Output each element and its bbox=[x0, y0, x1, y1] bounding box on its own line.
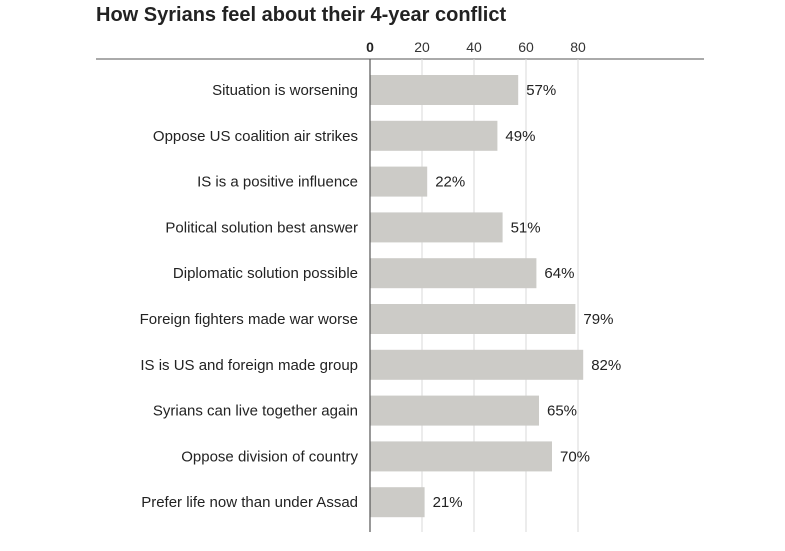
bar bbox=[370, 166, 428, 197]
category-label: Prefer life now than under Assad bbox=[141, 494, 358, 511]
x-tick-label: 80 bbox=[570, 39, 586, 55]
x-tick-label: 0 bbox=[366, 39, 374, 55]
bar bbox=[370, 120, 498, 151]
value-label: 49% bbox=[505, 128, 535, 145]
category-label: Oppose division of country bbox=[181, 448, 358, 465]
value-label: 65% bbox=[547, 403, 577, 420]
bar bbox=[370, 441, 552, 472]
value-label: 70% bbox=[560, 448, 590, 465]
value-label: 79% bbox=[583, 311, 613, 328]
value-label: 51% bbox=[511, 219, 541, 236]
value-label: 64% bbox=[544, 265, 574, 282]
category-label: IS is US and foreign made group bbox=[140, 357, 358, 374]
category-label: Syrians can live together again bbox=[153, 403, 358, 420]
category-label: Foreign fighters made war worse bbox=[140, 311, 358, 328]
value-label: 22% bbox=[435, 174, 465, 191]
category-label: Diplomatic solution possible bbox=[173, 265, 358, 282]
bar bbox=[370, 304, 576, 334]
bar bbox=[370, 487, 425, 518]
category-label: Political solution best answer bbox=[165, 219, 358, 236]
category-label: Situation is worsening bbox=[212, 82, 358, 99]
category-label: IS is a positive influence bbox=[197, 174, 358, 191]
x-tick-label: 60 bbox=[518, 39, 534, 55]
bar bbox=[370, 349, 584, 380]
bar bbox=[370, 395, 539, 426]
category-label: Oppose US coalition air strikes bbox=[153, 128, 358, 145]
chart-title: How Syrians feel about their 4-year conf… bbox=[96, 4, 507, 26]
value-label: 82% bbox=[591, 357, 621, 374]
value-label: 57% bbox=[526, 82, 556, 99]
x-tick-label: 40 bbox=[466, 39, 482, 55]
bar bbox=[370, 212, 503, 243]
bar bbox=[370, 75, 519, 105]
value-label: 21% bbox=[433, 494, 463, 511]
x-tick-label: 20 bbox=[414, 39, 430, 55]
bar bbox=[370, 258, 537, 289]
